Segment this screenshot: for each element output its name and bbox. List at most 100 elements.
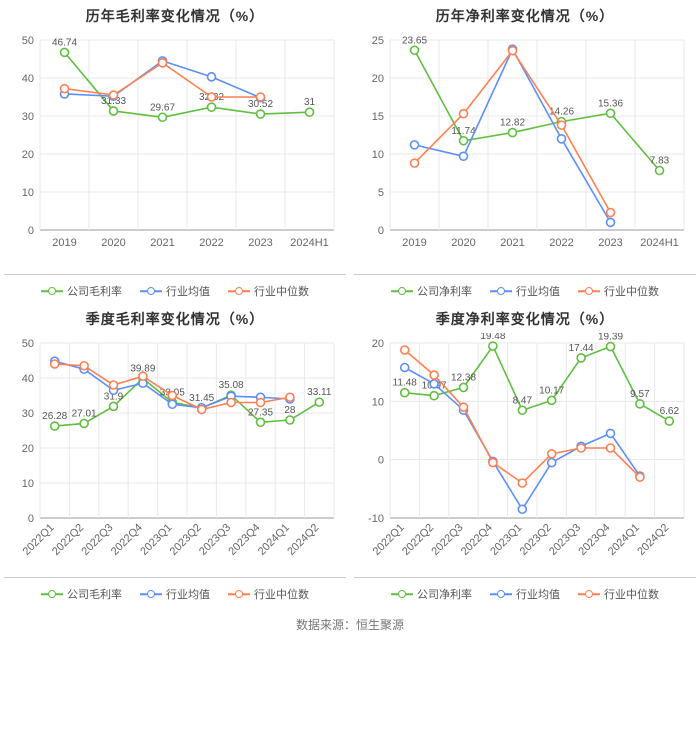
legend-item: 行业均值 [140, 586, 210, 602]
legend-label: 公司毛利率 [67, 586, 122, 602]
svg-text:31: 31 [304, 97, 316, 108]
svg-text:7.83: 7.83 [650, 155, 670, 166]
svg-text:20: 20 [372, 73, 384, 85]
svg-text:2022Q3: 2022Q3 [429, 522, 465, 558]
chart-cell: 季度毛利率变化情况（%） 0 10 20 30 40 50 2022Q12022Q2 2022… [0, 303, 350, 606]
legend-item: 公司毛利率 [41, 586, 122, 602]
svg-text:15: 15 [372, 111, 384, 123]
svg-text:2021: 2021 [500, 237, 524, 249]
svg-text:10: 10 [372, 396, 384, 408]
svg-text:2022Q4: 2022Q4 [109, 522, 145, 558]
legend-swatch [578, 286, 600, 296]
legend-label: 行业均值 [516, 283, 560, 299]
svg-text:2024Q2: 2024Q2 [285, 522, 321, 558]
svg-text:2019: 2019 [52, 237, 76, 249]
svg-text:2022Q1: 2022Q1 [21, 522, 57, 558]
svg-text:27.35: 27.35 [248, 407, 273, 418]
svg-text:30: 30 [22, 111, 34, 123]
svg-text:30: 30 [22, 408, 34, 420]
chart-annual-gross: 01020304050201920202021202220232024H146.… [4, 30, 344, 270]
legend-label: 公司毛利率 [67, 283, 122, 299]
legend: 公司毛利率 行业均值 行业中位数 [4, 274, 346, 299]
svg-text:2020: 2020 [451, 237, 475, 249]
svg-text:9.57: 9.57 [630, 389, 650, 400]
svg-text:19.39: 19.39 [598, 333, 623, 343]
svg-text:2022: 2022 [549, 237, 573, 249]
svg-text:2023Q4: 2023Q4 [576, 522, 612, 558]
svg-text:50: 50 [22, 338, 34, 350]
svg-text:33.11: 33.11 [307, 387, 332, 398]
svg-text:20: 20 [22, 443, 34, 455]
svg-text:2022: 2022 [199, 237, 223, 249]
chart-title: 季度毛利率变化情况（%） [4, 309, 346, 329]
svg-text:2024Q1: 2024Q1 [606, 522, 642, 558]
legend-item: 公司净利率 [391, 283, 472, 299]
svg-text:2024H1: 2024H1 [290, 237, 329, 249]
legend-swatch [140, 286, 162, 296]
svg-text:26.28: 26.28 [42, 411, 67, 422]
svg-text:23.65: 23.65 [402, 35, 427, 46]
svg-text:19.48: 19.48 [480, 333, 505, 342]
legend-swatch [490, 589, 512, 599]
legend-swatch [140, 589, 162, 599]
chart-title: 历年净利率变化情况（%） [354, 6, 696, 26]
chart-quarterly-net: -10010202022Q12022Q22022Q32022Q42023Q120… [354, 333, 694, 573]
charts-grid: 历年毛利率变化情况（%） 010203040502019202020212022… [0, 0, 700, 606]
svg-text:11.48: 11.48 [393, 378, 418, 389]
svg-text:50: 50 [22, 35, 34, 47]
chart-annual-net: 0510152025201920202021202220232024H123.6… [354, 30, 694, 270]
chart-title: 历年毛利率变化情况（%） [4, 6, 346, 26]
svg-text:0: 0 [28, 513, 34, 525]
legend-swatch [228, 589, 250, 599]
legend: 公司净利率 行业均值 行业中位数 [354, 577, 696, 602]
legend-swatch [578, 589, 600, 599]
svg-text:2021: 2021 [150, 237, 174, 249]
svg-text:2024H1: 2024H1 [640, 237, 679, 249]
svg-text:0: 0 [28, 225, 34, 237]
svg-text:35.08: 35.08 [219, 380, 244, 391]
svg-text:27.01: 27.01 [72, 408, 97, 419]
svg-text:2023Q2: 2023Q2 [168, 522, 204, 558]
svg-text:15.36: 15.36 [598, 98, 623, 109]
svg-text:2019: 2019 [402, 237, 426, 249]
legend-swatch [228, 286, 250, 296]
legend-swatch [391, 286, 413, 296]
legend-label: 行业中位数 [604, 283, 659, 299]
svg-text:2023Q4: 2023Q4 [226, 522, 262, 558]
svg-text:2023: 2023 [248, 237, 272, 249]
svg-text:46.74: 46.74 [52, 37, 77, 48]
svg-text:29.67: 29.67 [150, 102, 175, 113]
svg-text:2022Q2: 2022Q2 [400, 522, 436, 558]
legend: 公司毛利率 行业均值 行业中位数 [4, 577, 346, 602]
svg-text:5: 5 [378, 187, 384, 199]
legend-item: 行业中位数 [228, 283, 309, 299]
svg-text:40: 40 [22, 73, 34, 85]
legend-label: 行业均值 [166, 586, 210, 602]
svg-text:2023Q1: 2023Q1 [138, 522, 174, 558]
svg-text:2024Q1: 2024Q1 [256, 522, 292, 558]
legend-swatch [41, 589, 63, 599]
legend-item: 行业中位数 [578, 586, 659, 602]
svg-text:2024Q2: 2024Q2 [635, 522, 671, 558]
legend-item: 行业均值 [140, 283, 210, 299]
svg-text:2022Q1: 2022Q1 [371, 522, 407, 558]
svg-text:2022Q2: 2022Q2 [50, 522, 86, 558]
svg-text:25: 25 [372, 35, 384, 47]
svg-text:10: 10 [22, 478, 34, 490]
legend-label: 行业中位数 [254, 586, 309, 602]
chart-title: 季度净利率变化情况（%） [354, 309, 696, 329]
svg-text:2022Q4: 2022Q4 [459, 522, 495, 558]
svg-text:40: 40 [22, 373, 34, 385]
chart-cell: 历年毛利率变化情况（%） 010203040502019202020212022… [0, 0, 350, 303]
svg-text:2023Q3: 2023Q3 [197, 522, 233, 558]
chart-cell: 历年净利率变化情况（%） 051015202520192020202120222… [350, 0, 700, 303]
legend-label: 行业中位数 [254, 283, 309, 299]
legend-label: 公司净利率 [417, 586, 472, 602]
svg-text:2020: 2020 [101, 237, 125, 249]
svg-text:2023Q3: 2023Q3 [547, 522, 583, 558]
legend-label: 行业均值 [516, 586, 560, 602]
svg-text:28: 28 [284, 405, 296, 416]
legend-item: 行业中位数 [578, 283, 659, 299]
svg-text:31.45: 31.45 [189, 393, 214, 404]
svg-text:0: 0 [378, 455, 384, 467]
